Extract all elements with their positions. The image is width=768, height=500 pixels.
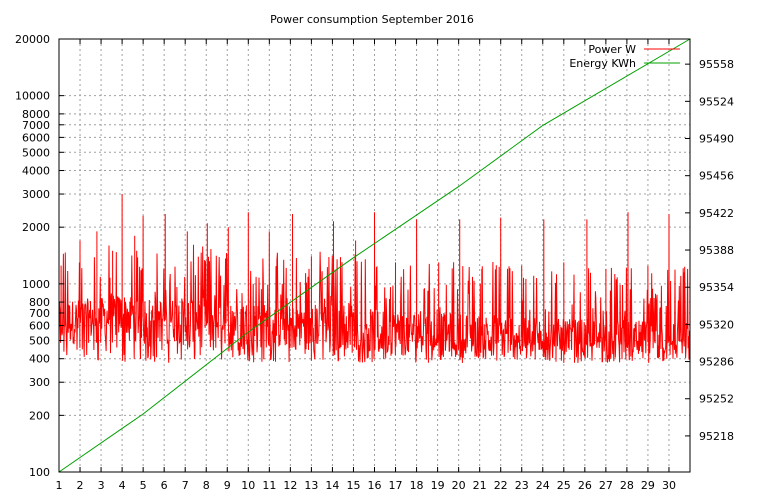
x-tick-label: 6 (161, 479, 168, 492)
x-tick-label: 15 (346, 479, 360, 492)
x-tick-label: 16 (368, 479, 382, 492)
y-left-tick-label: 200 (29, 409, 50, 422)
x-tick-label: 9 (224, 479, 231, 492)
y-left-tick-label: 700 (29, 307, 50, 320)
x-tick-label: 21 (473, 479, 487, 492)
y-left-tick-label: 8000 (22, 108, 50, 121)
y-left-tick-label: 7000 (22, 119, 50, 132)
chart-title: Power consumption September 2016 (270, 13, 474, 26)
plot-frame (58, 38, 691, 473)
y-left-tick-label: 1000 (22, 278, 50, 291)
energy-series (58, 38, 691, 473)
y-left-tick-label: 800 (29, 296, 50, 309)
x-tick-label: 17 (389, 479, 403, 492)
y-left-tick-label: 5000 (22, 146, 50, 159)
y-right-tick-label: 95252 (699, 393, 734, 406)
y-right-tick-label: 95422 (699, 207, 734, 220)
y-left-tick-label: 300 (29, 376, 50, 389)
y-left-tick-label: 10000 (15, 90, 50, 103)
y-left-tick-label: 2000 (22, 221, 50, 234)
y-right-tick-label: 95354 (699, 281, 734, 294)
x-tick-label: 8 (203, 479, 210, 492)
energy-line (58, 38, 691, 473)
axes: 1 2 3 4 5 6 7 8 9 10 11 12 13 14 15 16 17 18 19 20 21 22 23 24 2… (15, 33, 734, 492)
x-tick-label: 13 (304, 479, 318, 492)
legend-label-energy: Energy KWh (569, 57, 636, 70)
legend-label-power: Power W (588, 43, 636, 56)
y-left-tick-label: 3000 (22, 188, 50, 201)
y-left-tick-label: 100 (29, 466, 50, 479)
x-tick-label: 28 (620, 479, 634, 492)
y-left-tick-label: 400 (29, 353, 50, 366)
y-right-tick-label: 95320 (699, 318, 734, 331)
x-tick-label: 22 (494, 479, 508, 492)
y-left-tick-label: 4000 (22, 165, 50, 178)
x-tick-label: 12 (283, 479, 297, 492)
x-tick-label: 3 (98, 479, 105, 492)
y-right-tick-label: 95456 (699, 170, 734, 183)
y-left-tick-label: 600 (29, 320, 50, 333)
x-tick-label: 23 (515, 479, 529, 492)
x-tick-label: 24 (536, 479, 550, 492)
y-right-tick-label: 95558 (699, 58, 734, 71)
power-line (58, 193, 691, 363)
y-left-tick-label: 20000 (15, 33, 50, 46)
y-right-tick-label: 95490 (699, 133, 734, 146)
y-left-tick-label: 6000 (22, 131, 50, 144)
x-tick-label: 26 (578, 479, 592, 492)
y-right-tick-label: 95286 (699, 356, 734, 369)
x-tick-label: 14 (325, 479, 339, 492)
x-tick-label: 20 (452, 479, 466, 492)
x-tick-label: 19 (431, 479, 445, 492)
x-tick-label: 10 (241, 479, 255, 492)
x-tick-label: 29 (641, 479, 655, 492)
y-right-tick-label: 95524 (699, 95, 734, 108)
y-right-tick-label: 95218 (699, 430, 734, 443)
x-tick-label: 1 (56, 479, 63, 492)
power-series (58, 193, 691, 363)
legend: Power W Energy KWh (569, 43, 680, 70)
x-tick-label: 5 (140, 479, 147, 492)
y-right-tick-label: 95388 (699, 244, 734, 257)
x-tick-label: 25 (557, 479, 571, 492)
x-tick-label: 4 (119, 479, 126, 492)
x-tick-label: 18 (410, 479, 424, 492)
x-tick-label: 30 (662, 479, 676, 492)
x-tick-label: 11 (262, 479, 276, 492)
y-left-tick-label: 500 (29, 334, 50, 347)
x-tick-label: 7 (182, 479, 189, 492)
x-tick-label: 2 (77, 479, 84, 492)
x-tick-label: 27 (599, 479, 613, 492)
